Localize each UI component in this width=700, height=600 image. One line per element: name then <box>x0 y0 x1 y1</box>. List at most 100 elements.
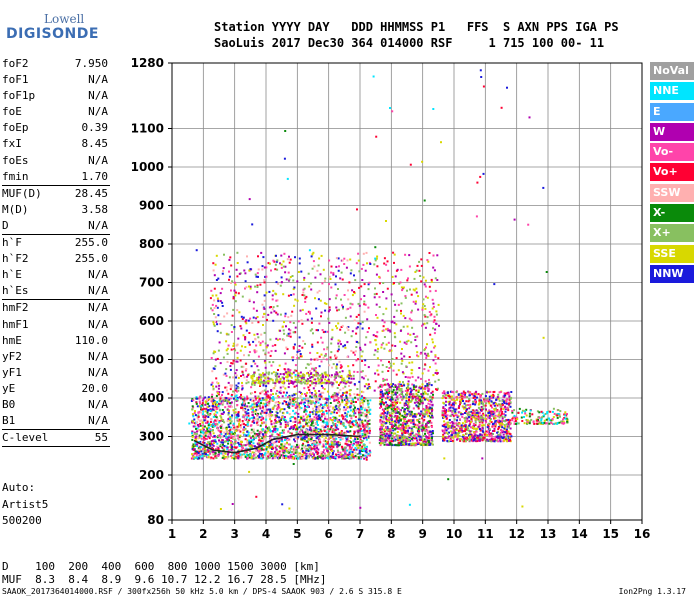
echo-point <box>219 445 222 448</box>
echo-point <box>365 415 368 418</box>
echo-point <box>268 413 270 416</box>
echo-point <box>478 401 481 404</box>
echo-point <box>296 405 299 408</box>
echo-point <box>404 438 407 441</box>
echo-point <box>362 424 365 427</box>
echo-point <box>195 397 198 400</box>
x-tick-label: 3 <box>230 527 238 541</box>
echo-point <box>262 405 264 408</box>
echo-point <box>215 408 218 410</box>
echo-point <box>262 315 265 318</box>
echo-point <box>364 454 367 457</box>
echo-point <box>359 456 362 459</box>
echo-point <box>191 432 193 435</box>
echo-point <box>409 414 411 417</box>
echo-point <box>275 260 278 263</box>
echo-point <box>347 400 350 403</box>
echo-point <box>194 414 197 417</box>
echo-point <box>409 413 412 416</box>
echo-point <box>261 410 264 412</box>
echo-point <box>557 413 560 415</box>
echo-point <box>246 397 249 400</box>
echo-point <box>303 436 306 438</box>
echo-point <box>221 427 224 430</box>
echo-point <box>494 425 497 428</box>
echo-point <box>241 318 244 320</box>
echo-point <box>492 396 495 399</box>
echo-point <box>390 383 393 386</box>
echo-point <box>232 432 235 435</box>
echo-point <box>361 440 364 442</box>
echo-point <box>315 401 317 404</box>
echo-point <box>238 445 241 447</box>
echo-point <box>431 396 434 399</box>
echo-point <box>474 424 477 427</box>
echo-point <box>499 391 502 393</box>
echo-point <box>360 414 363 417</box>
echo-point <box>461 415 464 418</box>
echo-point <box>381 425 384 427</box>
echo-point <box>547 410 550 413</box>
echo-point <box>363 412 366 415</box>
echo-point <box>267 442 270 445</box>
echo-point <box>507 430 510 433</box>
echo-point <box>460 429 463 432</box>
echo-point <box>207 456 210 459</box>
echo-point <box>270 399 273 402</box>
echo-point <box>288 456 291 459</box>
echo-point <box>487 410 490 413</box>
echo-point <box>327 438 330 441</box>
echo-point <box>316 424 319 426</box>
echo-point <box>403 443 406 445</box>
param-row: foEp 0.39 <box>2 120 110 136</box>
echo-point <box>298 426 301 429</box>
echo-point <box>225 428 228 431</box>
logo-lowell: Lowell <box>44 12 85 26</box>
echo-point <box>324 440 327 443</box>
echo-point <box>391 420 394 423</box>
echo-point <box>276 412 279 414</box>
echo-point <box>246 421 249 423</box>
echo-point <box>295 425 298 428</box>
echo-point <box>381 434 384 436</box>
echo-point <box>213 425 216 428</box>
echo-point <box>284 436 287 439</box>
echo-point <box>198 410 201 413</box>
echo-point <box>504 410 507 413</box>
echo-point <box>337 342 340 345</box>
echo-point <box>278 440 281 443</box>
echo-point <box>206 444 209 446</box>
echo-point <box>227 423 230 426</box>
echo-point <box>408 413 411 416</box>
echo-point <box>335 407 338 410</box>
echo-point <box>428 399 431 402</box>
echo-point <box>409 391 412 394</box>
echo-point <box>410 437 413 440</box>
echo-point <box>257 436 260 439</box>
echo-point <box>217 406 220 409</box>
echo-point <box>303 446 306 449</box>
echo-point <box>323 438 326 441</box>
echo-point <box>236 425 239 428</box>
echo-point <box>335 432 338 435</box>
echo-point <box>240 407 243 410</box>
echo-point <box>291 403 294 406</box>
echo-point <box>337 454 340 457</box>
echo-point <box>341 414 344 417</box>
echo-point <box>462 393 465 395</box>
echo-point <box>195 401 198 404</box>
echo-point <box>482 417 485 420</box>
echo-point <box>226 347 229 350</box>
echo-point <box>357 433 359 436</box>
echo-point <box>287 386 290 389</box>
echo-point <box>492 433 494 435</box>
echo-point <box>415 437 418 440</box>
echo-point <box>543 421 546 424</box>
echo-point <box>474 439 477 442</box>
echo-point <box>339 403 342 406</box>
echo-point <box>537 416 540 419</box>
echo-point <box>358 452 361 455</box>
echo-point <box>352 410 354 413</box>
echo-point <box>399 423 402 426</box>
echo-point <box>421 402 424 405</box>
